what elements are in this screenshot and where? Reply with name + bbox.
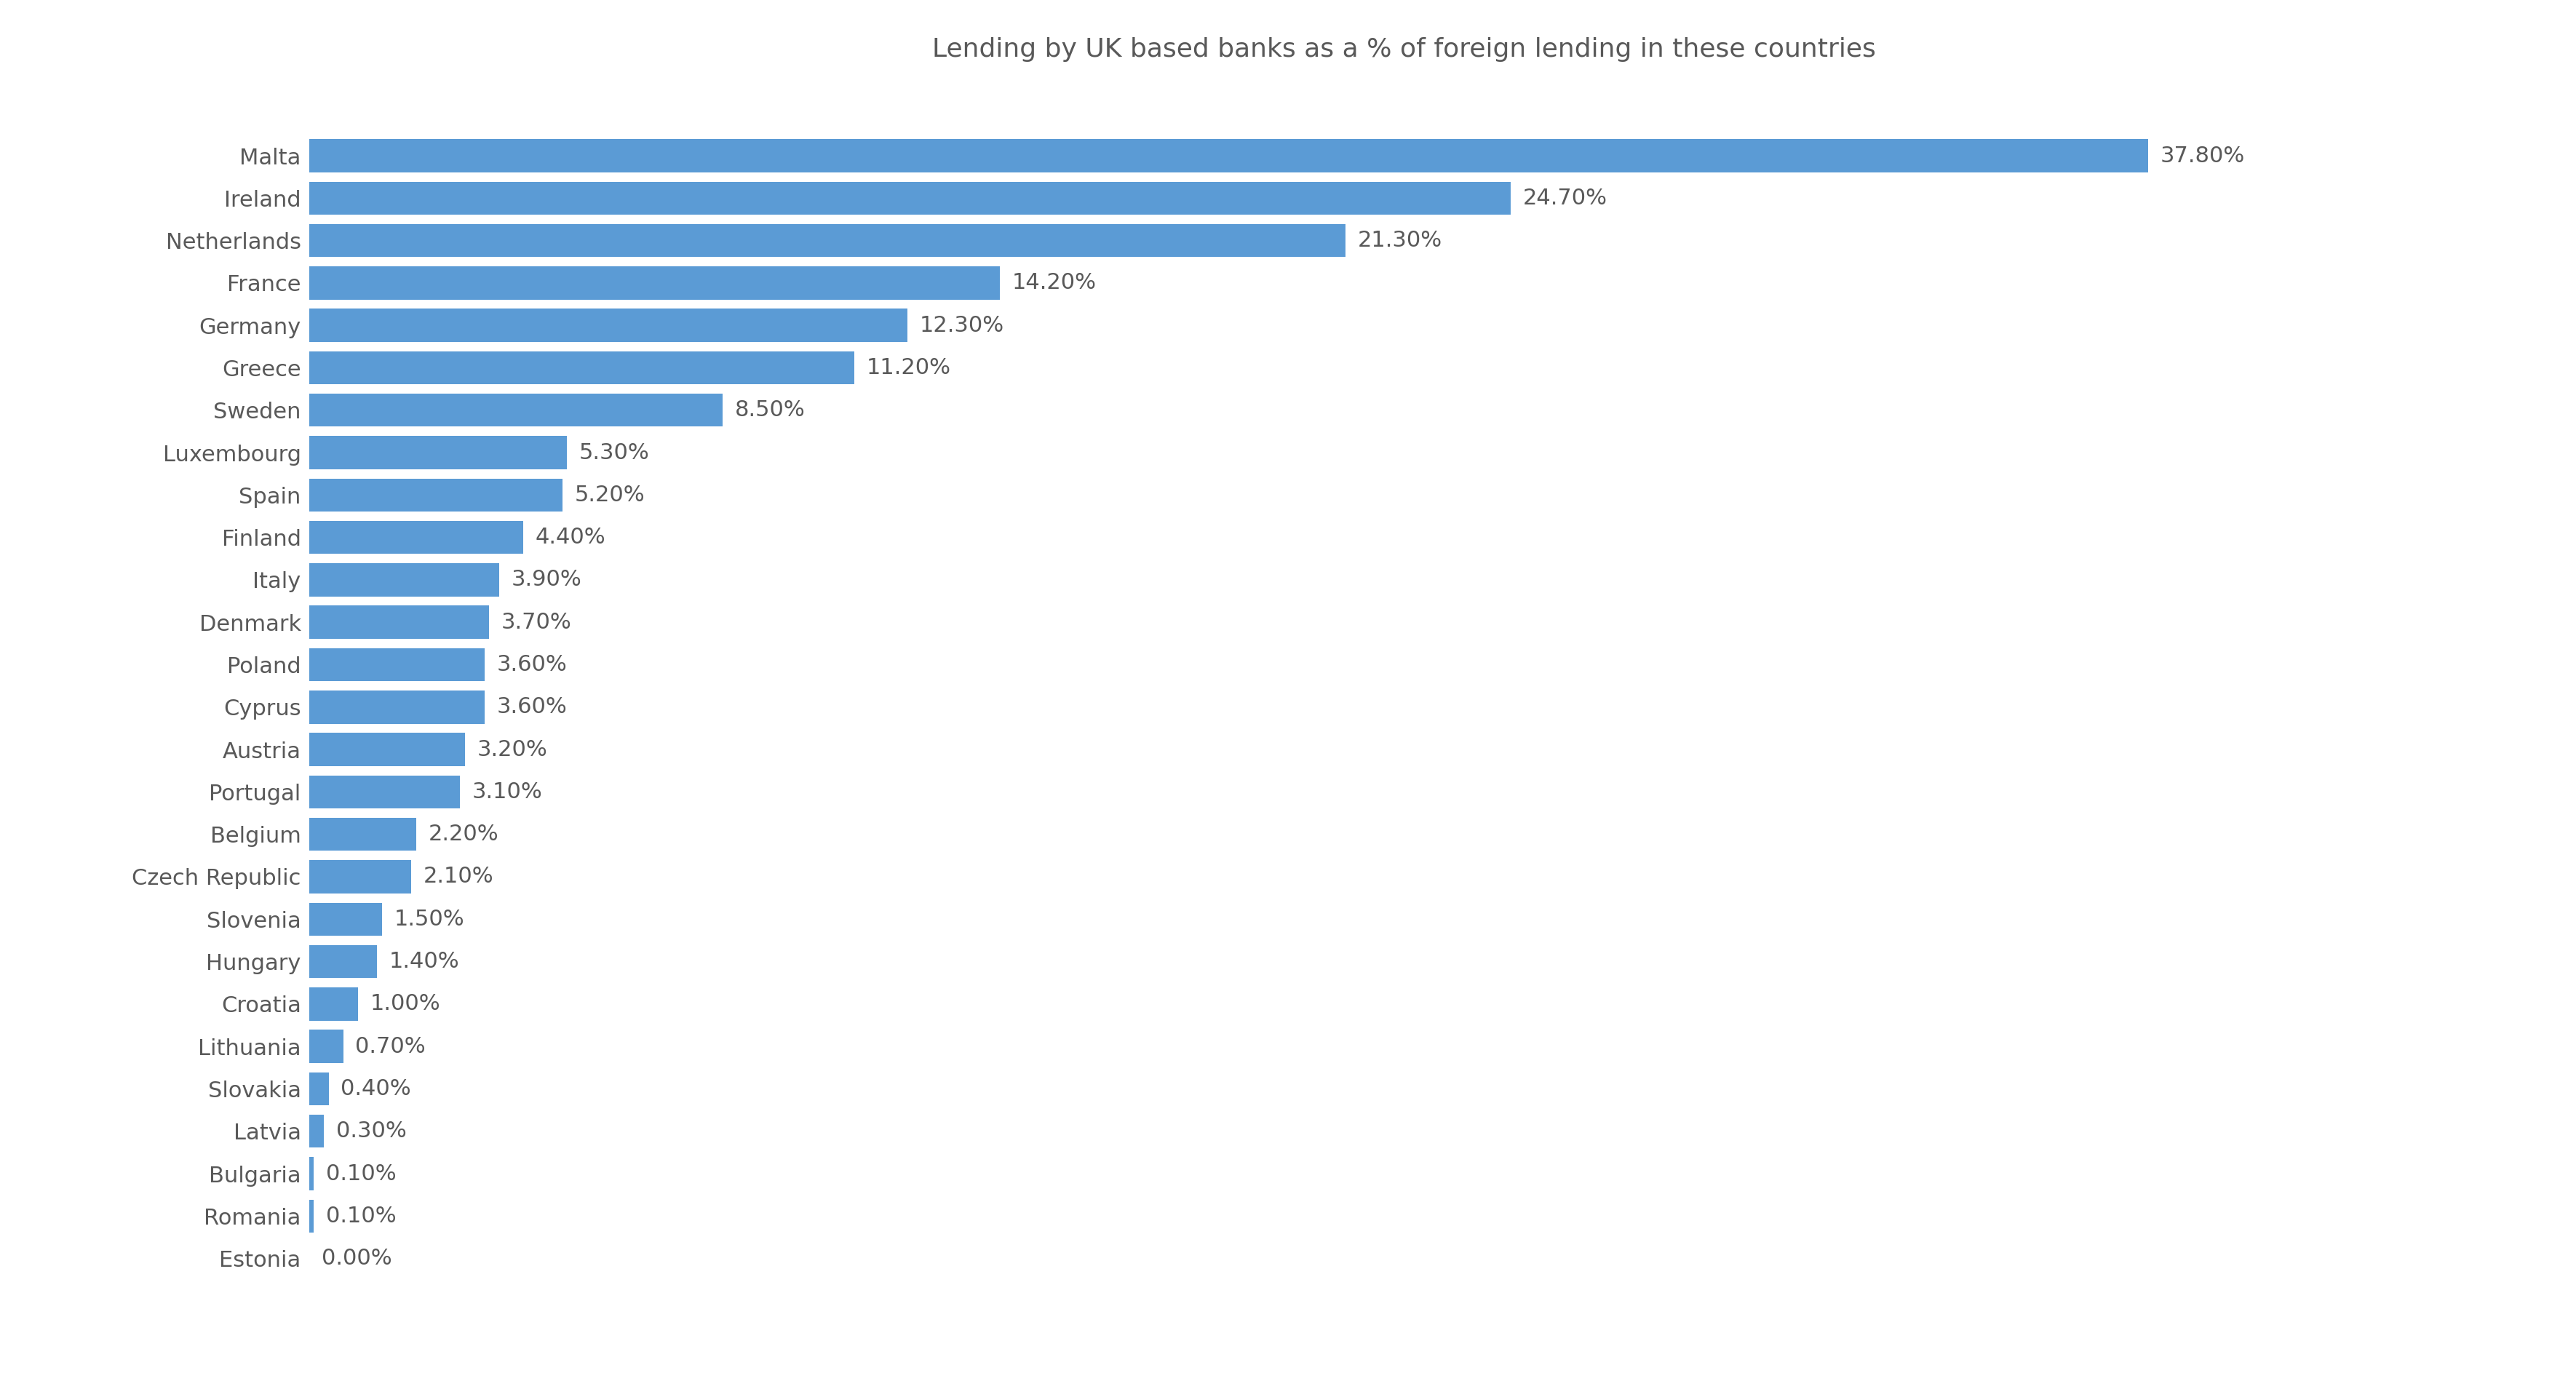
Bar [309,861,412,894]
Bar [309,437,567,470]
Text: 2.20%: 2.20% [428,824,500,844]
Text: 0.10%: 0.10% [327,1163,397,1184]
Text: 0.40%: 0.40% [340,1078,412,1100]
Text: 12.30%: 12.30% [920,314,1005,336]
Bar [309,1030,343,1063]
Bar [309,563,500,596]
Text: 0.30%: 0.30% [335,1120,407,1142]
Bar [309,818,417,851]
Bar [309,351,855,384]
Text: 3.20%: 3.20% [477,739,546,761]
Text: 3.60%: 3.60% [497,654,567,676]
Text: 0.00%: 0.00% [322,1248,392,1269]
Bar [309,1157,314,1190]
Text: 1.50%: 1.50% [394,909,464,930]
Text: 1.00%: 1.00% [371,994,440,1015]
Bar [309,1200,314,1233]
Text: 0.70%: 0.70% [355,1035,425,1057]
Text: 5.30%: 5.30% [580,442,649,463]
Text: 3.90%: 3.90% [510,570,582,590]
Text: 1.40%: 1.40% [389,951,459,972]
Text: 3.70%: 3.70% [502,612,572,633]
Bar [309,945,376,978]
Bar [309,520,523,553]
Text: 3.60%: 3.60% [497,696,567,718]
Bar [309,733,464,766]
Bar [309,1072,330,1105]
Bar [309,987,358,1020]
Text: 24.70%: 24.70% [1522,188,1607,209]
Text: 21.30%: 21.30% [1358,231,1443,251]
Text: 2.10%: 2.10% [422,866,495,887]
Text: 11.20%: 11.20% [866,357,951,379]
Text: 4.40%: 4.40% [536,527,605,548]
Bar [309,1115,325,1148]
Bar [309,478,562,512]
Bar [309,691,484,724]
Bar [309,648,484,681]
Bar [309,394,724,427]
Text: 8.50%: 8.50% [734,400,806,420]
Bar [309,309,907,342]
Bar [309,902,381,936]
Title: Lending by UK based banks as a % of foreign lending in these countries: Lending by UK based banks as a % of fore… [933,37,1875,62]
Bar [309,139,2148,172]
Text: 0.10%: 0.10% [327,1205,397,1226]
Bar [309,776,461,809]
Bar [309,266,999,299]
Text: 14.20%: 14.20% [1012,272,1097,294]
Text: 37.80%: 37.80% [2161,146,2246,166]
Text: 5.20%: 5.20% [574,485,644,505]
Bar [309,181,1512,214]
Bar [309,224,1345,257]
Bar [309,605,489,638]
Text: 3.10%: 3.10% [471,781,544,802]
